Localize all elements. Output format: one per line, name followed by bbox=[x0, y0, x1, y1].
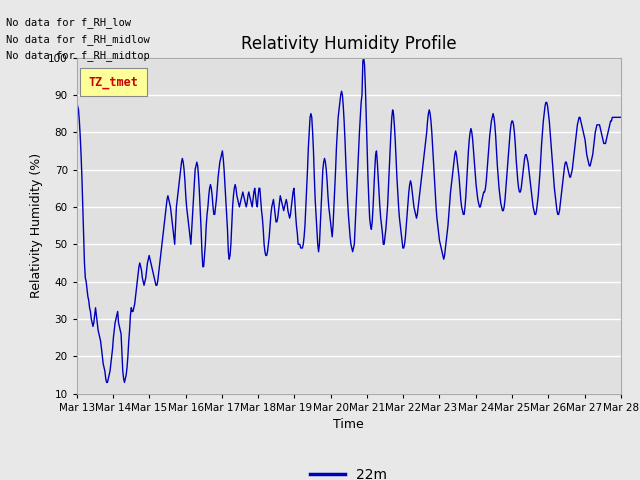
X-axis label: Time: Time bbox=[333, 418, 364, 431]
Text: No data for f_RH_midlow: No data for f_RH_midlow bbox=[6, 34, 150, 45]
Legend: 22m: 22m bbox=[305, 462, 393, 480]
Y-axis label: Relativity Humidity (%): Relativity Humidity (%) bbox=[29, 153, 43, 298]
Text: No data for f_RH_low: No data for f_RH_low bbox=[6, 17, 131, 28]
Text: No data for f_RH_midtop: No data for f_RH_midtop bbox=[6, 50, 150, 61]
Title: Relativity Humidity Profile: Relativity Humidity Profile bbox=[241, 35, 456, 53]
Text: TZ_tmet: TZ_tmet bbox=[89, 75, 138, 89]
